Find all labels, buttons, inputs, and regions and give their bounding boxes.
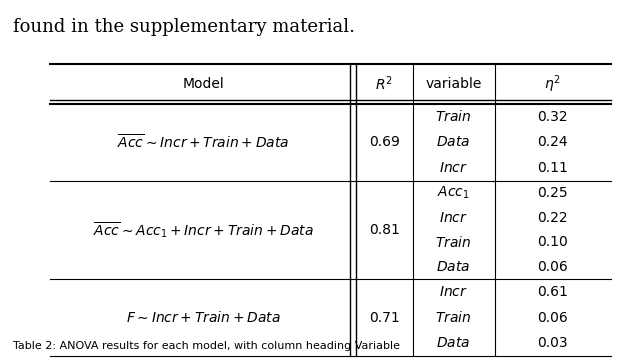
Text: $\mathit{Incr}$: $\mathit{Incr}$ [439, 285, 468, 299]
Text: 0.22: 0.22 [537, 211, 568, 225]
Text: $\mathit{Data}$: $\mathit{Data}$ [437, 337, 471, 350]
Text: $R^2$: $R^2$ [375, 75, 393, 93]
Text: 0.32: 0.32 [537, 110, 568, 124]
Text: variable: variable [425, 77, 482, 91]
Text: Table 2: ANOVA results for each model, with column heading Variable: Table 2: ANOVA results for each model, w… [13, 341, 399, 351]
Text: 0.06: 0.06 [537, 260, 568, 274]
Text: $\mathit{Acc}_1$: $\mathit{Acc}_1$ [437, 185, 470, 201]
Text: 0.24: 0.24 [537, 135, 568, 149]
Text: $F \sim Incr + Train + Data$: $F \sim Incr + Train + Data$ [126, 310, 280, 325]
Text: $\mathit{Incr}$: $\mathit{Incr}$ [439, 161, 468, 175]
Text: $\mathit{Data}$: $\mathit{Data}$ [437, 135, 471, 149]
Text: $\mathit{Incr}$: $\mathit{Incr}$ [439, 211, 468, 225]
Text: 0.10: 0.10 [537, 235, 568, 249]
Text: $\overline{Acc} \sim Incr + Train + Data$: $\overline{Acc} \sim Incr + Train + Data… [117, 133, 289, 151]
Text: 0.71: 0.71 [369, 311, 399, 325]
Text: 0.81: 0.81 [369, 223, 400, 237]
Text: 0.06: 0.06 [537, 311, 568, 325]
Text: 0.03: 0.03 [537, 337, 568, 350]
Text: $\mathit{Data}$: $\mathit{Data}$ [437, 260, 471, 274]
Text: 0.69: 0.69 [369, 135, 400, 149]
Text: $\mathit{Train}$: $\mathit{Train}$ [435, 310, 472, 325]
Text: $\eta^2$: $\eta^2$ [544, 73, 561, 95]
Text: $\mathit{Train}$: $\mathit{Train}$ [435, 235, 472, 250]
Text: found in the supplementary material.: found in the supplementary material. [13, 18, 355, 36]
Text: $\overline{Acc} \sim Acc_1 + Incr + Train + Data$: $\overline{Acc} \sim Acc_1 + Incr + Trai… [93, 220, 314, 240]
Text: $\mathit{Train}$: $\mathit{Train}$ [435, 109, 472, 124]
Text: Model: Model [182, 77, 224, 91]
Text: 0.61: 0.61 [537, 285, 568, 299]
Text: 0.11: 0.11 [537, 161, 568, 175]
Text: 0.25: 0.25 [537, 186, 568, 200]
